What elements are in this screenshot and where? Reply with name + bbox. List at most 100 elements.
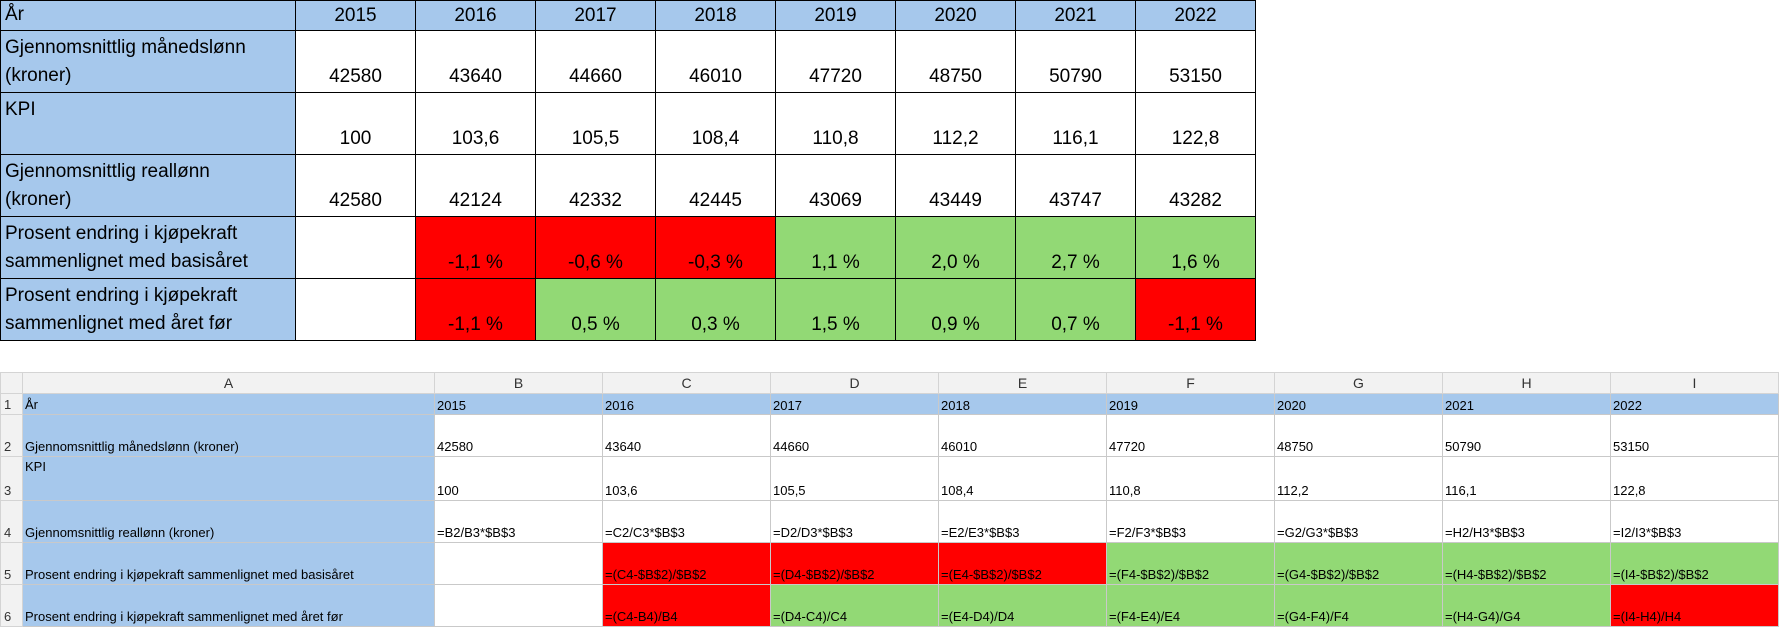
column-header[interactable]: G bbox=[1274, 372, 1443, 394]
cell[interactable]: 100 bbox=[434, 456, 603, 501]
row-number[interactable]: 5 bbox=[0, 542, 23, 585]
cell[interactable]: 2021 bbox=[1442, 393, 1611, 415]
cell-label[interactable]: År bbox=[22, 393, 435, 415]
sheet-row: 4 Gjennomsnittlig reallønn (kroner) =B2/B3… bbox=[0, 500, 1779, 543]
cell[interactable]: 46010 bbox=[938, 414, 1107, 457]
value-cell: 46010 bbox=[655, 30, 776, 93]
cell[interactable]: 2016 bbox=[602, 393, 771, 415]
cell[interactable]: =D2/D3*$B$3 bbox=[770, 500, 939, 543]
cell-label[interactable]: Gjennomsnittlig reallønn (kroner) bbox=[22, 500, 435, 543]
cell[interactable]: 48750 bbox=[1274, 414, 1443, 457]
cell[interactable]: =(C4-B4)/B4 bbox=[602, 584, 771, 627]
cell[interactable]: =(E4-D4)/D4 bbox=[938, 584, 1107, 627]
column-header[interactable]: C bbox=[602, 372, 771, 394]
cell[interactable]: 108,4 bbox=[938, 456, 1107, 501]
year-header: 2020 bbox=[895, 0, 1016, 31]
cell[interactable]: 42580 bbox=[434, 414, 603, 457]
cell[interactable]: =I2/I3*$B$3 bbox=[1610, 500, 1779, 543]
cell[interactable]: 2015 bbox=[434, 393, 603, 415]
column-header[interactable]: H bbox=[1442, 372, 1611, 394]
cell[interactable]: 122,8 bbox=[1610, 456, 1779, 501]
value-cell: 43449 bbox=[895, 154, 1016, 217]
table-row: Prosent endring i kjøpekraft sammenlignet… bbox=[0, 278, 1256, 341]
cell[interactable]: 2019 bbox=[1106, 393, 1275, 415]
cell[interactable]: =E2/E3*$B$3 bbox=[938, 500, 1107, 543]
value-cell: 103,6 bbox=[415, 92, 536, 155]
cell[interactable]: =(E4-$B$2)/$B$2 bbox=[938, 542, 1107, 585]
row-number[interactable]: 3 bbox=[0, 456, 23, 501]
value-cell: 53150 bbox=[1135, 30, 1256, 93]
cell[interactable]: 112,2 bbox=[1274, 456, 1443, 501]
value-cell: 105,5 bbox=[535, 92, 656, 155]
cell[interactable]: 2022 bbox=[1610, 393, 1779, 415]
cell[interactable] bbox=[434, 542, 603, 585]
value-cell: 0,5 % bbox=[535, 278, 656, 341]
value-cell: -1,1 % bbox=[415, 278, 536, 341]
cell[interactable]: =F2/F3*$B$3 bbox=[1106, 500, 1275, 543]
cell-label[interactable]: Prosent endring i kjøpekraft sammenligne… bbox=[22, 584, 435, 627]
value-cell: 43640 bbox=[415, 30, 536, 93]
value-cell: 100 bbox=[295, 92, 416, 155]
value-cell: 42124 bbox=[415, 154, 536, 217]
cell[interactable]: 44660 bbox=[770, 414, 939, 457]
column-header[interactable]: A bbox=[22, 372, 435, 394]
cell[interactable]: =(D4-C4)/C4 bbox=[770, 584, 939, 627]
row-number[interactable]: 6 bbox=[0, 584, 23, 627]
column-header[interactable]: F bbox=[1106, 372, 1275, 394]
cell-label[interactable]: KPI bbox=[22, 456, 435, 501]
value-cell: 48750 bbox=[895, 30, 1016, 93]
cell[interactable]: =(I4-H4)/H4 bbox=[1610, 584, 1779, 627]
table-row: Gjennomsnittlig månedslønn (kroner) 42580 4… bbox=[0, 30, 1256, 93]
value-cell bbox=[295, 216, 416, 279]
row-number[interactable]: 1 bbox=[0, 393, 23, 415]
value-cell: 110,8 bbox=[775, 92, 896, 155]
value-cell: 43069 bbox=[775, 154, 896, 217]
cell[interactable]: =(C4-$B$2)/$B$2 bbox=[602, 542, 771, 585]
value-cell: 0,9 % bbox=[895, 278, 1016, 341]
cell[interactable] bbox=[434, 584, 603, 627]
cell[interactable]: =(F4-$B$2)/$B$2 bbox=[1106, 542, 1275, 585]
column-header[interactable]: E bbox=[938, 372, 1107, 394]
cell[interactable]: =(F4-E4)/E4 bbox=[1106, 584, 1275, 627]
cell[interactable]: =C2/C3*$B$3 bbox=[602, 500, 771, 543]
cell[interactable]: =H2/H3*$B$3 bbox=[1442, 500, 1611, 543]
cell[interactable]: =(D4-$B$2)/$B$2 bbox=[770, 542, 939, 585]
cell[interactable]: 103,6 bbox=[602, 456, 771, 501]
cell[interactable]: =G2/G3*$B$3 bbox=[1274, 500, 1443, 543]
row-number[interactable]: 2 bbox=[0, 414, 23, 457]
cell[interactable]: 2017 bbox=[770, 393, 939, 415]
cell[interactable]: =(I4-$B$2)/$B$2 bbox=[1610, 542, 1779, 585]
cell-label[interactable]: Gjennomsnittlig månedslønn (kroner) bbox=[22, 414, 435, 457]
cell[interactable]: 2020 bbox=[1274, 393, 1443, 415]
cell[interactable]: 116,1 bbox=[1442, 456, 1611, 501]
column-header[interactable]: D bbox=[770, 372, 939, 394]
value-cell: 2,0 % bbox=[895, 216, 1016, 279]
select-all-corner[interactable] bbox=[0, 372, 23, 394]
row-label: Gjennomsnittlig reallønn (kroner) bbox=[0, 154, 296, 217]
cell[interactable]: 110,8 bbox=[1106, 456, 1275, 501]
cell[interactable]: 50790 bbox=[1442, 414, 1611, 457]
cell[interactable]: =B2/B3*$B$3 bbox=[434, 500, 603, 543]
cell[interactable]: 43640 bbox=[602, 414, 771, 457]
value-cell bbox=[295, 278, 416, 341]
column-header[interactable]: I bbox=[1610, 372, 1779, 394]
cell[interactable]: 53150 bbox=[1610, 414, 1779, 457]
row-number[interactable]: 4 bbox=[0, 500, 23, 543]
cell[interactable]: 105,5 bbox=[770, 456, 939, 501]
year-header: 2017 bbox=[535, 0, 656, 31]
cell[interactable]: 47720 bbox=[1106, 414, 1275, 457]
value-cell: 43282 bbox=[1135, 154, 1256, 217]
value-cell: 108,4 bbox=[655, 92, 776, 155]
sheet-row: 6 Prosent endring i kjøpekraft sammenlign… bbox=[0, 584, 1779, 627]
year-header: 2022 bbox=[1135, 0, 1256, 31]
cell[interactable]: =(H4-$B$2)/$B$2 bbox=[1442, 542, 1611, 585]
value-cell: -0,6 % bbox=[535, 216, 656, 279]
header-label: År bbox=[0, 0, 296, 31]
cell[interactable]: =(G4-F4)/F4 bbox=[1274, 584, 1443, 627]
cell[interactable]: =(G4-$B$2)/$B$2 bbox=[1274, 542, 1443, 585]
cell-label[interactable]: Prosent endring i kjøpekraft sammenligne… bbox=[22, 542, 435, 585]
column-header[interactable]: B bbox=[434, 372, 603, 394]
cell[interactable]: =(H4-G4)/G4 bbox=[1442, 584, 1611, 627]
cell[interactable]: 2018 bbox=[938, 393, 1107, 415]
sheet-row: 5 Prosent endring i kjøpekraft sammenlign… bbox=[0, 542, 1779, 585]
